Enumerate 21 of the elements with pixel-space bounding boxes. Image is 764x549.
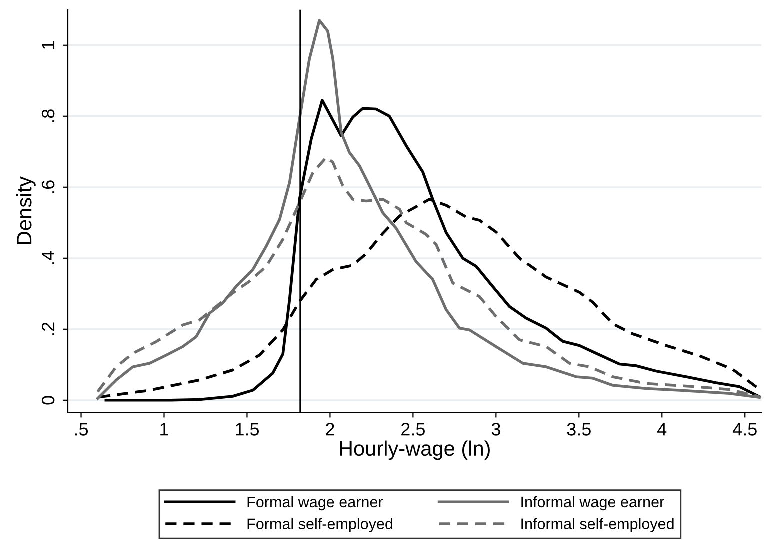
y-tick-label: .4 <box>42 251 55 264</box>
x-tick-label: 2 <box>326 423 334 436</box>
x-tick-label: 4 <box>658 423 667 436</box>
y-tick-label: .2 <box>42 322 55 336</box>
x-tick-label: 2.5 <box>402 423 425 436</box>
x-tick-label: .5 <box>75 423 88 436</box>
x-tick-label: 1.5 <box>236 423 260 436</box>
y-tick-label: 0 <box>42 396 55 405</box>
x-tick-label: 3.5 <box>567 423 591 436</box>
legend-label: Informal self-employed <box>522 518 674 533</box>
x-axis-title: Hourly-wage (ln) <box>340 440 490 460</box>
legend-label: Informal wage earner <box>522 496 664 511</box>
x-tick-label: 1 <box>160 423 168 436</box>
x-tick-label: 4.5 <box>732 423 757 436</box>
legend-label: Formal self-employed <box>248 518 392 533</box>
x-tick-label: 3 <box>492 423 500 436</box>
legend-label: Formal wage earner <box>248 496 384 511</box>
y-axis-title: Density <box>16 176 36 244</box>
y-tick-label: 1 <box>42 41 55 50</box>
y-tick-label: .6 <box>42 180 55 194</box>
y-tick-label: .8 <box>42 110 55 122</box>
